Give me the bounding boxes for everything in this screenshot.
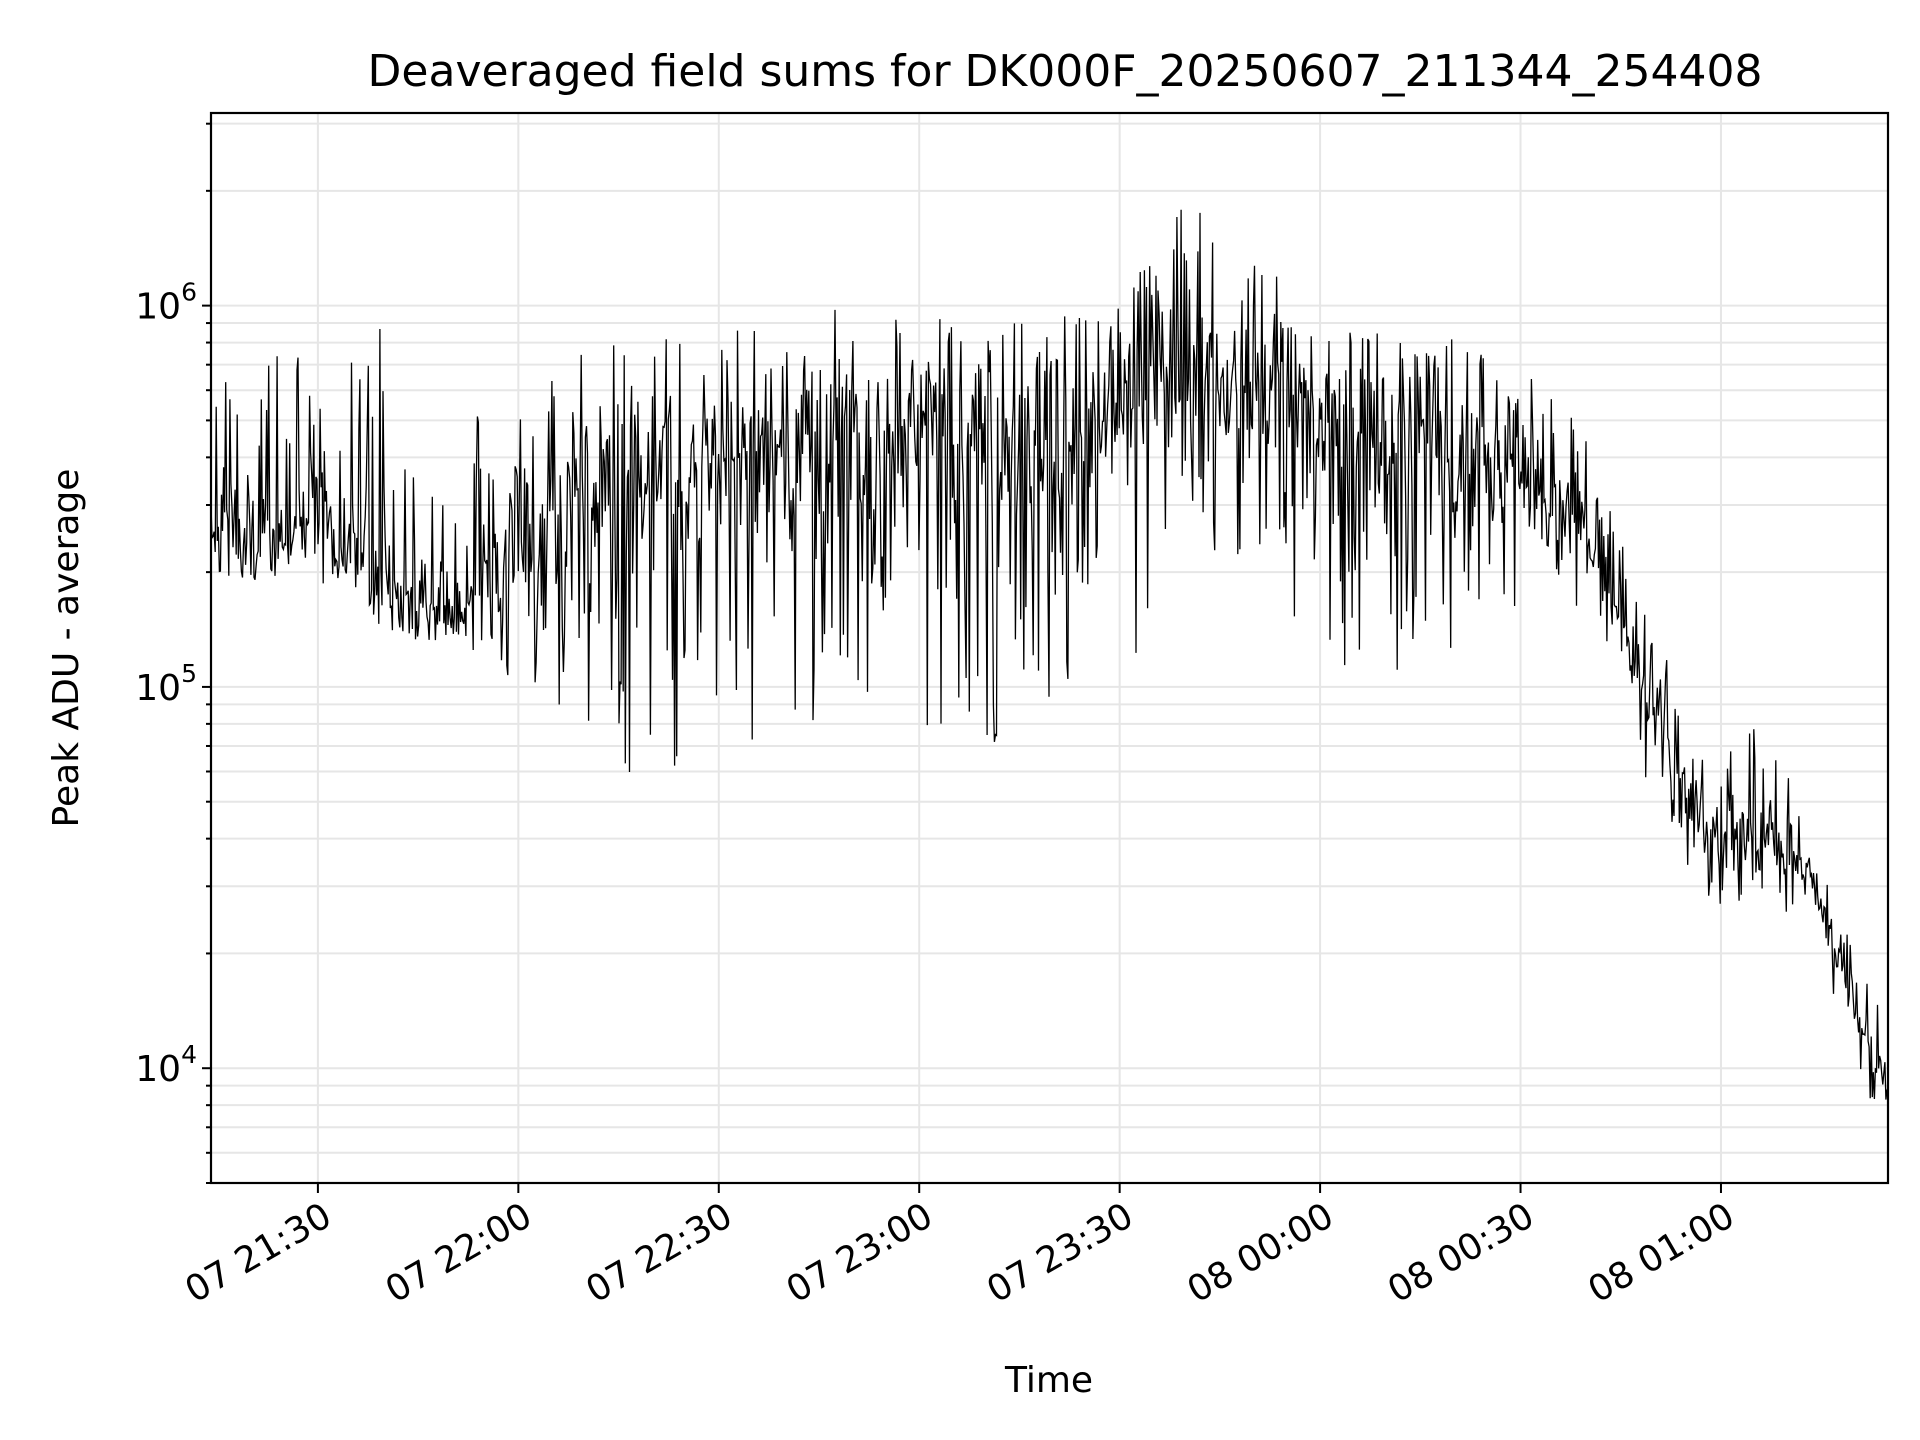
y-tick-label: 104 (135, 1040, 197, 1090)
y-tick-label-base: 10 (135, 287, 181, 328)
x-axis: 07 21:30 07 22:00 07 22:30 07 23:00 07 23:30… (178, 1183, 1741, 1311)
x-tick-label: 07 21:30 (178, 1195, 338, 1311)
y-tick-label-exponent: 5 (181, 659, 197, 688)
series-line (210, 209, 1889, 1100)
y-axis-label: Peak ADU - average (46, 469, 87, 828)
chart-title: Deaveraged field sums for DK000F_2025060… (368, 46, 1763, 97)
x-tick-label: 08 01:00 (1582, 1195, 1742, 1311)
y-tick-label-base: 10 (135, 1049, 181, 1090)
x-tick-label: 08 00:00 (1181, 1195, 1341, 1311)
x-tick-label: 07 22:30 (579, 1195, 739, 1311)
y-tick-label: 105 (135, 659, 197, 709)
y-tick-label-exponent: 6 (181, 278, 197, 307)
x-tick-label: 08 00:30 (1381, 1195, 1541, 1311)
x-tick-label: 07 22:00 (379, 1195, 539, 1311)
x-tick-label: 07 23:30 (980, 1195, 1140, 1311)
x-tick-label: 07 23:00 (780, 1195, 940, 1311)
y-tick-label-exponent: 4 (181, 1040, 197, 1069)
y-tick-label-base: 10 (135, 668, 181, 709)
x-axis-label: Time (1004, 1360, 1093, 1401)
series (210, 209, 1889, 1100)
plot-frame (209, 111, 1890, 1185)
y-tick-label: 106 (135, 278, 197, 328)
